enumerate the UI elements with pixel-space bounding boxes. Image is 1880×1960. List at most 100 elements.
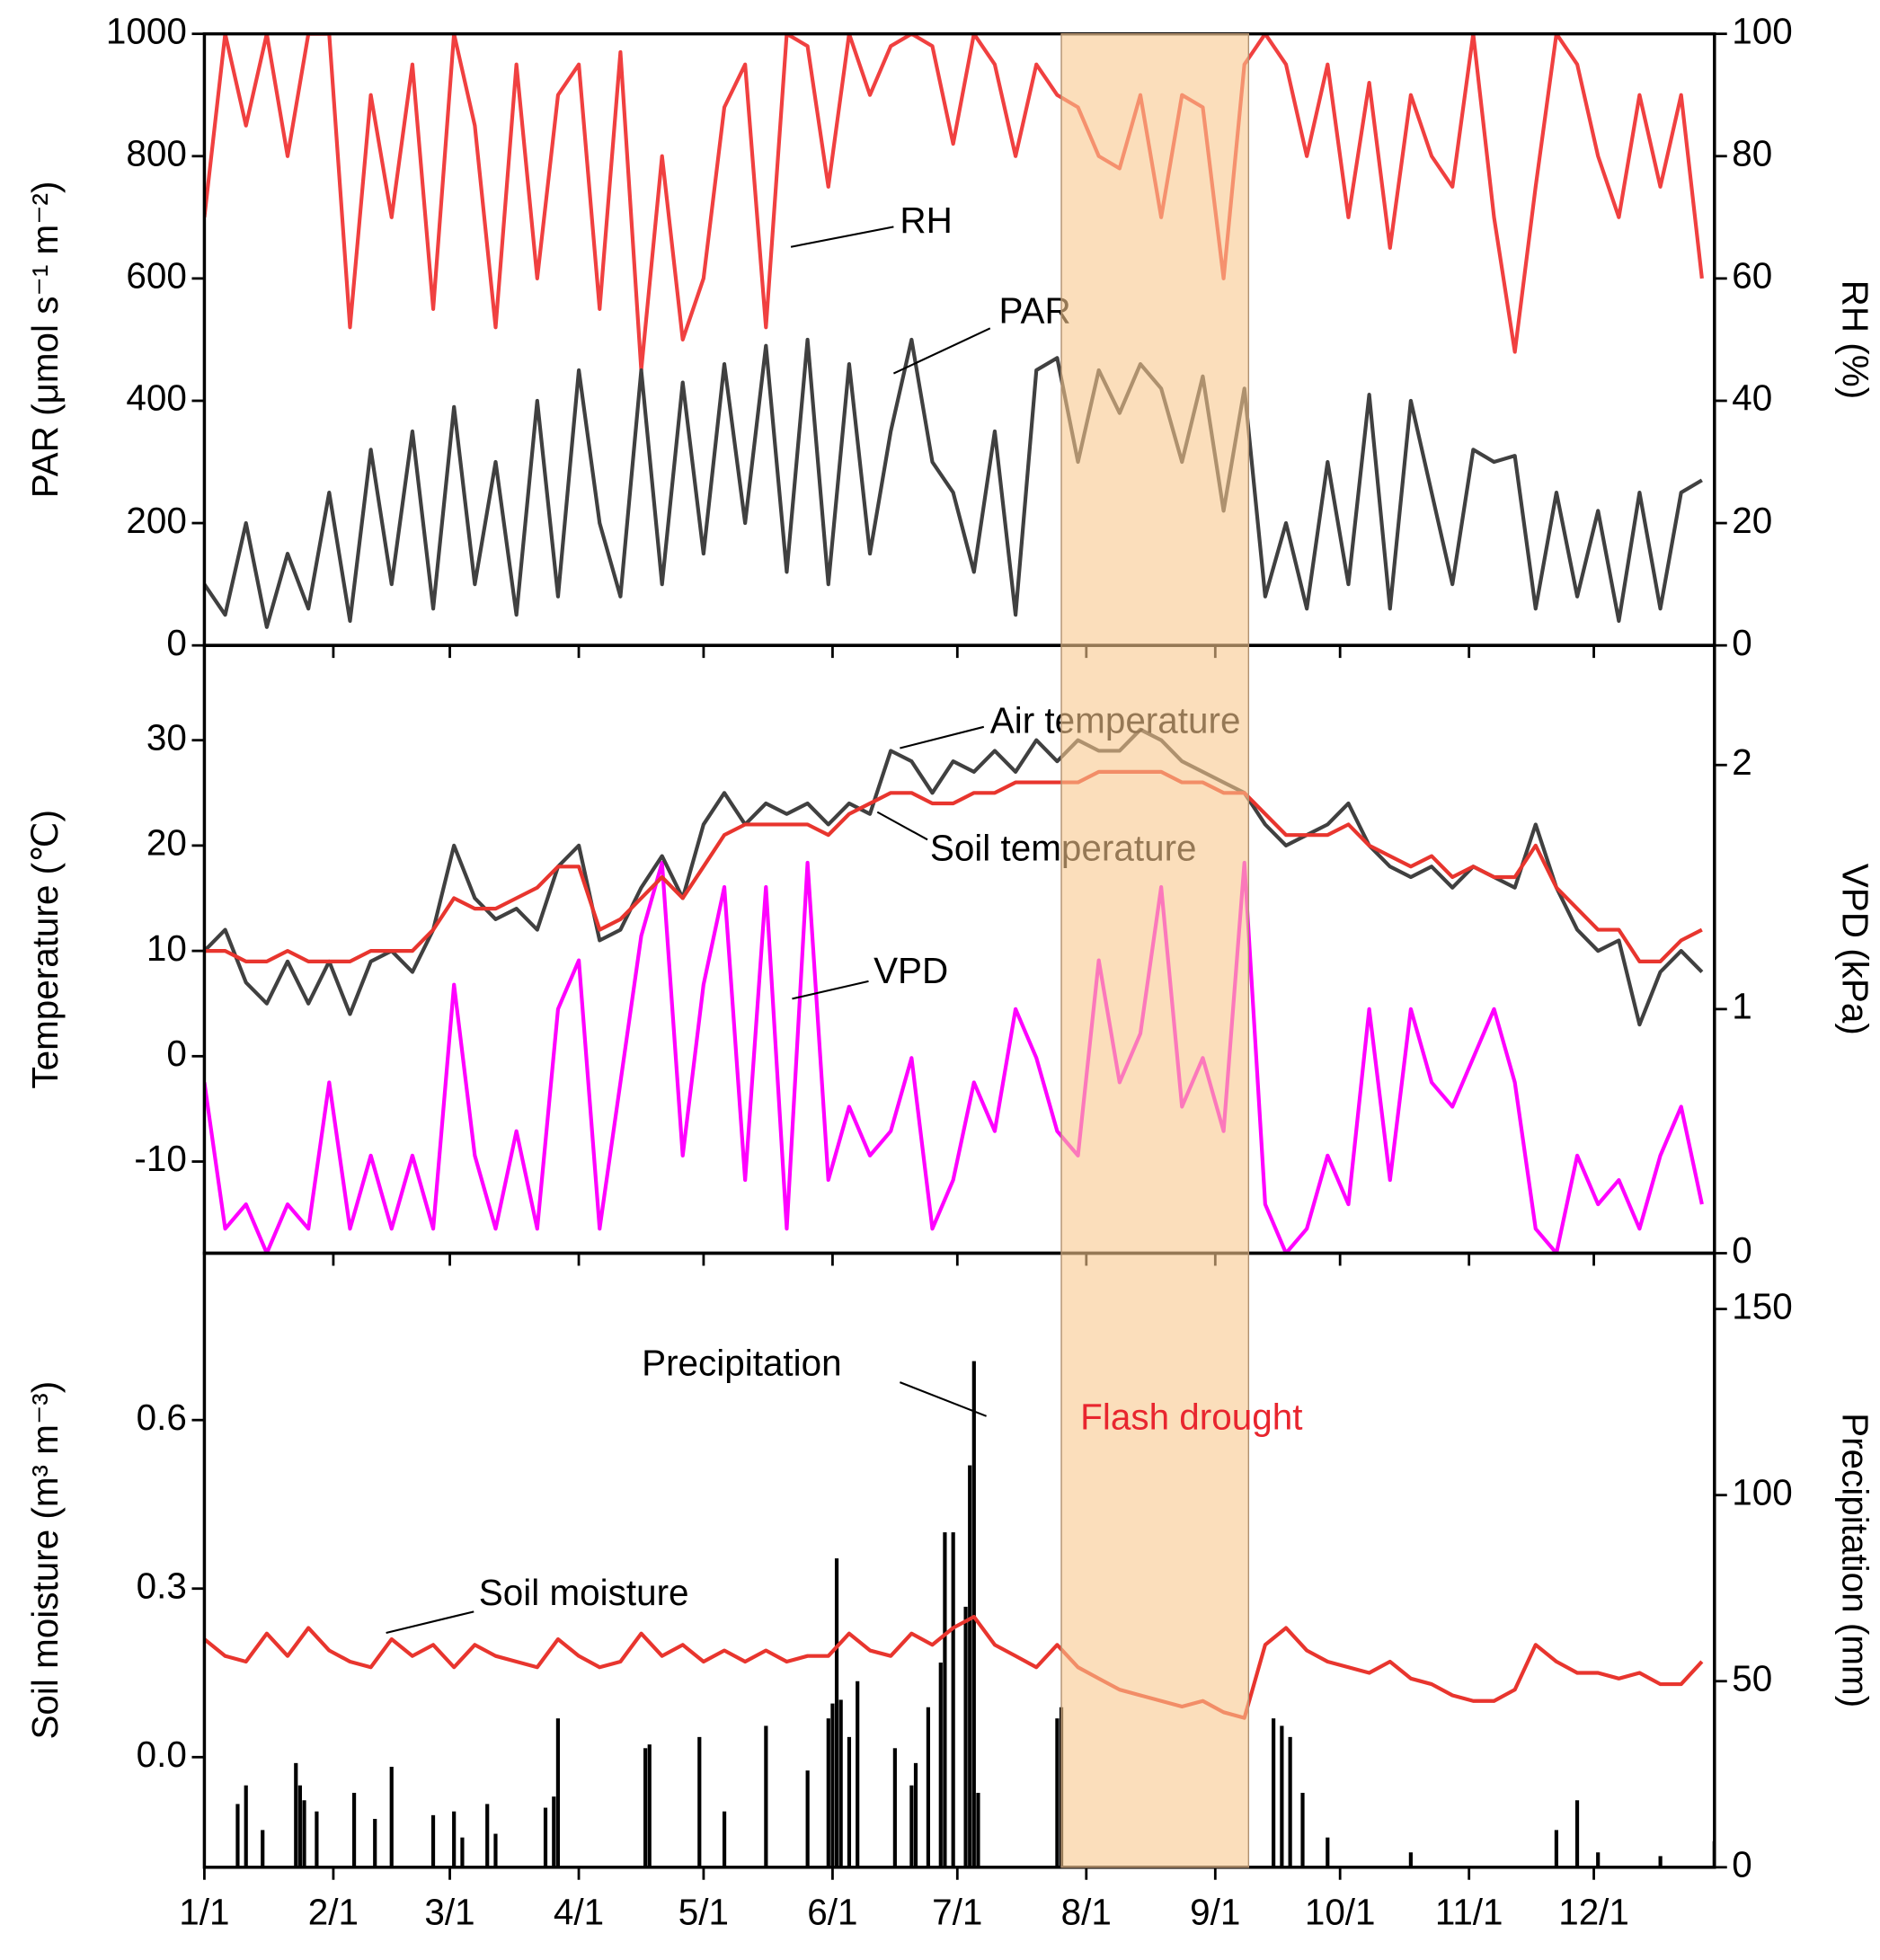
precipitation-bar: [838, 1699, 843, 1867]
series-label: Precipitation: [642, 1343, 842, 1384]
precipitation-bar: [1574, 1800, 1580, 1867]
precipitation-bar: [943, 1532, 947, 1867]
y2-axis-label: RH (%): [1835, 280, 1876, 400]
y2-tick-label: 100: [1732, 1471, 1792, 1512]
precipitation-bar: [764, 1725, 768, 1867]
precipitation-bar: [963, 1606, 968, 1867]
y-tick-label: 0: [166, 622, 186, 663]
precipitation-bar: [1408, 1852, 1413, 1867]
y2-axis-label: VPD (kPa): [1835, 864, 1876, 1035]
precipitation-bar: [1554, 1830, 1558, 1867]
precipitation-bar: [1280, 1725, 1284, 1867]
precipitation-bar: [351, 1792, 357, 1867]
precipitation-bar: [430, 1814, 436, 1867]
y-tick-label: 400: [126, 377, 186, 419]
precipitation-bar: [976, 1792, 980, 1867]
precipitation-bar: [452, 1811, 457, 1867]
panel-frame: [202, 31, 1716, 647]
y-tick-label: 0.3: [137, 1565, 187, 1606]
precipitation-bar: [938, 1663, 943, 1867]
series-label: PAR: [999, 289, 1071, 331]
precipitation-bar: [892, 1748, 897, 1867]
leader-line: [876, 811, 928, 841]
x-tick-label: 6/1: [807, 1891, 857, 1932]
precipitation-bar: [1596, 1852, 1601, 1867]
precipitation-bar: [485, 1804, 490, 1867]
y-axis-label: PAR (μmol s⁻¹ m⁻²): [24, 182, 66, 499]
precipitation-bar: [373, 1818, 377, 1867]
y-tick-label: 600: [126, 255, 186, 297]
y2-axis-label: Precipitation (mm): [1835, 1413, 1876, 1707]
y2-tick-label: 80: [1732, 132, 1772, 173]
precipitation-bar: [722, 1811, 727, 1867]
precipitation-bar: [951, 1532, 955, 1867]
precipitation-bar: [971, 1361, 976, 1867]
y-tick-label: 10: [146, 927, 187, 969]
y-tick-label: 30: [146, 716, 187, 758]
y-axis-label: Temperature (℃): [24, 810, 66, 1089]
precipitation-bar: [968, 1465, 972, 1867]
precipitation-bar: [1055, 1718, 1060, 1867]
precipitation-bar: [909, 1785, 914, 1867]
x-tick-label: 8/1: [1061, 1891, 1112, 1932]
flash-drought-shade: [1060, 32, 1250, 1868]
y2-tick-label: 40: [1732, 377, 1772, 419]
series-label: Soil moisture: [479, 1572, 689, 1613]
precipitation-bar: [493, 1833, 498, 1867]
y2-tick-label: 0: [1732, 1229, 1751, 1271]
precipitation-bar: [926, 1707, 930, 1867]
flash-drought-label: Flash drought: [1080, 1397, 1302, 1438]
series-line: [204, 337, 1703, 629]
precipitation-bar: [297, 1785, 302, 1867]
leader-line: [899, 1381, 987, 1417]
leader-line: [790, 226, 894, 248]
precipitation-bar: [830, 1703, 835, 1867]
precipitation-bar: [643, 1748, 648, 1867]
leader-line: [892, 327, 991, 375]
y-tick-label: 0.6: [137, 1397, 187, 1438]
x-tick-label: 1/1: [179, 1891, 229, 1932]
precipitation-bar: [1272, 1718, 1276, 1867]
precipitation-bar: [805, 1770, 810, 1867]
x-tick-label: 11/1: [1435, 1891, 1503, 1932]
series-label: VPD: [873, 950, 948, 991]
precipitation-bar: [647, 1744, 652, 1867]
precipitation-bar: [460, 1837, 465, 1867]
x-tick-label: 9/1: [1190, 1891, 1240, 1932]
precipitation-bar: [1658, 1856, 1663, 1867]
y-tick-label: -10: [134, 1138, 186, 1179]
y-tick-label: 0.0: [137, 1734, 187, 1775]
precipitation-bar: [315, 1811, 319, 1867]
y2-tick-label: 0: [1732, 1843, 1751, 1885]
plot-area: [204, 727, 1704, 1254]
y2-tick-label: 150: [1732, 1285, 1792, 1326]
x-tick-label: 7/1: [932, 1891, 982, 1932]
series-line: [204, 769, 1703, 963]
series-line: [204, 727, 1704, 1027]
x-tick-label: 12/1: [1558, 1891, 1629, 1932]
series-line: [204, 33, 1704, 373]
y-tick-label: 20: [146, 822, 187, 864]
x-tick-label: 5/1: [678, 1891, 729, 1932]
y2-tick-label: 50: [1732, 1657, 1772, 1698]
precipitation-bar: [555, 1718, 560, 1867]
leader-line: [386, 1610, 474, 1635]
panel-frame: [202, 1251, 1716, 1869]
precipitation-bar: [826, 1718, 830, 1867]
precipitation-bar: [261, 1830, 265, 1867]
y-tick-label: 0: [166, 1033, 186, 1074]
series-line: [204, 860, 1704, 1254]
precipitation-bar: [1300, 1792, 1305, 1867]
precipitation-bar: [856, 1681, 860, 1867]
y2-tick-label: 0: [1732, 622, 1751, 663]
y2-tick-label: 1: [1732, 986, 1751, 1027]
y2-tick-label: 20: [1732, 500, 1772, 541]
precipitation-bar: [294, 1762, 298, 1867]
precipitation-bar: [235, 1804, 240, 1867]
y-tick-label: 800: [126, 132, 186, 173]
precipitation-bar: [913, 1762, 918, 1867]
x-tick-label: 3/1: [424, 1891, 474, 1932]
precipitation-bar: [543, 1807, 548, 1867]
